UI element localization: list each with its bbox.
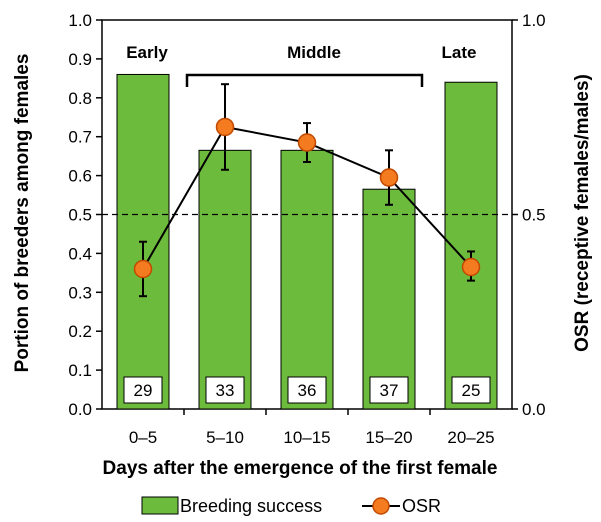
sample-size-box	[205, 376, 245, 404]
phase-label-late: Late	[442, 43, 477, 62]
bar-breeding-success	[444, 81, 498, 410]
y-right-tick-label: 1.0	[522, 11, 546, 30]
bar-breeding-success	[280, 149, 334, 410]
x-tick-label: 5–10	[206, 428, 244, 447]
sample-size-label: 25	[462, 381, 481, 400]
osr-point	[297, 133, 317, 152]
sample-size-label: 29	[134, 381, 153, 400]
y-right-tick-label: 0.5	[522, 206, 546, 225]
bar-breeding-success	[362, 188, 416, 410]
osr-point	[215, 117, 235, 137]
sample-size-label: 36	[298, 381, 317, 400]
sample-size-label: 33	[216, 381, 235, 400]
osr-point	[133, 259, 153, 279]
legend-label-osr: OSR	[402, 496, 441, 516]
sample-size-box	[451, 376, 491, 404]
y-tick-label: 0.4	[68, 244, 92, 263]
y-axis-right-title: OSR (receptive females/males)	[572, 74, 593, 352]
phase-label-early: Early	[126, 43, 168, 62]
x-tick-label: 10–15	[283, 428, 330, 447]
y-tick-label: 1.0	[68, 11, 92, 30]
osr-point	[379, 168, 399, 187]
x-tick-label: 20–25	[447, 428, 494, 447]
y-tick-label: 0.5	[68, 206, 92, 225]
phase-bracket-middle	[185, 73, 424, 87]
bar-breeding-success	[198, 149, 252, 410]
sample-size-box	[369, 376, 409, 404]
osr-point	[461, 257, 481, 277]
sample-size-box	[123, 376, 163, 404]
phase-label-middle: Middle	[287, 43, 341, 62]
legend-swatch-breeding-success	[141, 496, 179, 515]
legend-marker-osr	[372, 497, 390, 515]
y-tick-label: 0.8	[68, 89, 92, 108]
bar-breeding-success	[116, 73, 170, 410]
y-tick-label: 0.2	[68, 322, 92, 341]
x-tick-label: 15–20	[365, 428, 412, 447]
y-tick-label: 0.9	[68, 50, 92, 69]
y-tick-label: 0.3	[68, 283, 92, 302]
sample-size-label: 37	[380, 381, 399, 400]
x-axis-title: Days after the emergence of the first fe…	[103, 458, 498, 479]
y-tick-label: 0.6	[68, 167, 92, 186]
y-tick-label: 0.1	[68, 361, 92, 380]
y-axis-title: Portion of breeders among females	[12, 54, 33, 373]
x-tick-label: 0–5	[129, 428, 157, 447]
y-tick-label: 0.7	[68, 128, 92, 147]
y-right-tick-label: 0.0	[522, 400, 546, 419]
sample-size-box	[287, 376, 327, 404]
y-tick-label: 0.0	[68, 400, 92, 419]
legend-label-breeding-success: Breeding success	[180, 496, 322, 516]
legend: Breeding success OSR	[141, 496, 441, 516]
